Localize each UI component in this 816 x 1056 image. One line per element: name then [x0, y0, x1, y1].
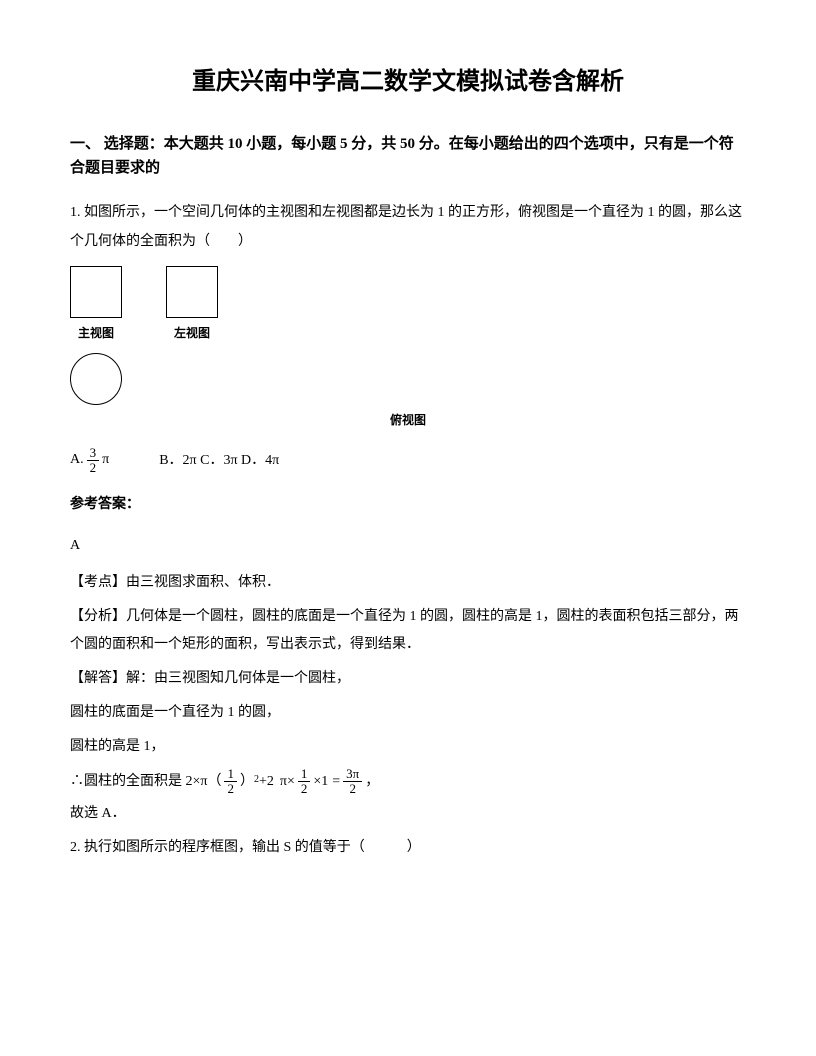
formula-mid3: ×1 [313, 768, 328, 796]
views-row-2: 俯视图 [70, 353, 746, 432]
formula-mid1: +2 [259, 768, 274, 796]
formula-frac-1: 1 2 [224, 767, 237, 795]
option-a: A. 3 2 π [70, 446, 109, 474]
formula-exp: 2 [254, 770, 259, 790]
option-a-fraction: 3 2 [87, 446, 100, 474]
q1-stem: 1. 如图所示，一个空间几何体的主视图和左视图都是边长为 1 的正方形，俯视图是… [70, 198, 746, 257]
jieda-3: 圆柱的高是 1， [70, 733, 746, 761]
formula-line: ∴圆柱的全面积是 2×π （ 1 2 ） 2 +2 π× 1 2 ×1 = 3π… [70, 767, 746, 795]
top-view-label: 俯视图 [70, 409, 746, 432]
option-a-den: 2 [87, 461, 100, 475]
formula-lparen: （ [207, 768, 221, 796]
formula-frac-1-den: 2 [224, 782, 237, 796]
section-1-header: 一、 选择题：本大题共 10 小题，每小题 5 分，共 50 分。在每小题给出的… [70, 132, 746, 180]
formula-end: ， [365, 768, 379, 796]
answer-letter: A [70, 533, 746, 560]
main-view-square [70, 266, 122, 318]
answer-header: 参考答案： [70, 492, 746, 519]
q2-stem: 2. 执行如图所示的程序框图，输出 S 的值等于（ ） [70, 834, 746, 862]
formula-frac-2-den: 2 [298, 782, 311, 796]
guxuan: 故选 A． [70, 800, 746, 828]
formula-frac-2: 1 2 [298, 767, 311, 795]
left-view-square [166, 266, 218, 318]
option-a-pi: π [102, 447, 109, 474]
formula-frac-1-num: 1 [224, 767, 237, 782]
jieda-2: 圆柱的底面是一个直径为 1 的圆， [70, 699, 746, 727]
top-view-circle [70, 353, 122, 405]
left-view: 左视图 [166, 266, 218, 345]
formula-frac-3: 3π 2 [343, 767, 362, 795]
formula-rparen: ） [240, 768, 254, 796]
formula-mid2: π× [280, 768, 295, 796]
fenxi: 【分析】几何体是一个圆柱，圆柱的底面是一个直径为 1 的圆，圆柱的高是 1，圆柱… [70, 603, 746, 659]
formula-prefix: ∴圆柱的全面积是 2×π [70, 768, 207, 796]
views-row-1: 主视图 左视图 [70, 266, 746, 345]
top-view: 俯视图 [70, 353, 746, 432]
left-view-label: 左视图 [166, 322, 218, 345]
options-bcd: B．2π C．3π D．4π [159, 448, 279, 475]
formula-frac-2-num: 1 [298, 767, 311, 782]
formula-frac-3-num: 3π [343, 767, 362, 782]
jieda-1: 【解答】解：由三视图知几何体是一个圆柱， [70, 665, 746, 693]
main-view-label: 主视图 [70, 322, 122, 345]
option-a-prefix: A. [70, 447, 84, 474]
q1-options: A. 3 2 π B．2π C．3π D．4π [70, 446, 746, 474]
formula-eq: = [332, 768, 340, 796]
page-title: 重庆兴南中学高二数学文模拟试卷含解析 [70, 60, 746, 106]
q1-views: 主视图 左视图 俯视图 [70, 266, 746, 432]
kaodian: 【考点】由三视图求面积、体积． [70, 569, 746, 597]
main-view: 主视图 [70, 266, 122, 345]
formula-frac-3-den: 2 [346, 782, 359, 796]
option-a-num: 3 [87, 446, 100, 461]
